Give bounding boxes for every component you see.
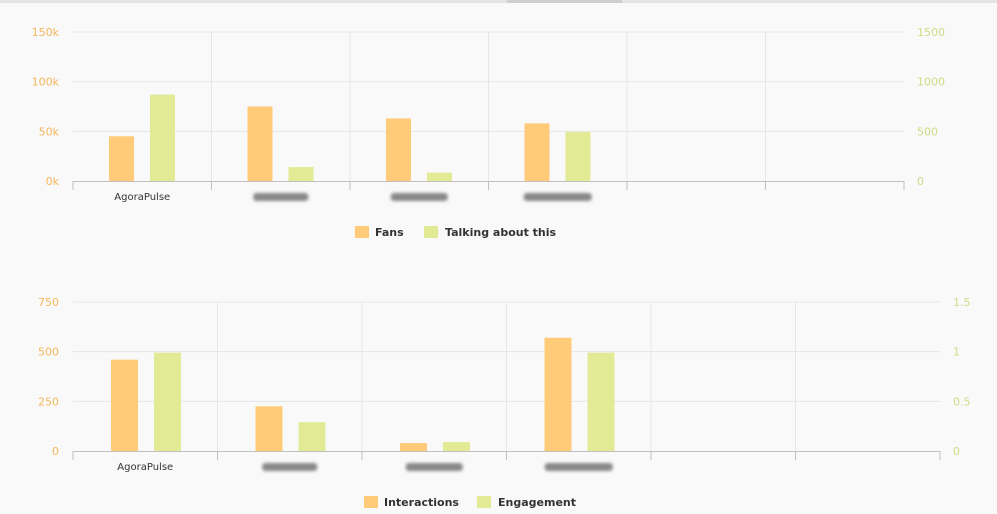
chart2-bar-series1 [400,443,427,451]
chart2-bar-series1 [544,337,572,451]
chart2-y-right-tick-label: 1 [953,346,960,359]
chart1-y-left-tick-label: 0k [46,175,60,188]
chart1-bar-series1 [109,136,134,181]
chart1-y-right-tick-label: 0 [917,175,924,188]
chart1-bar-series1 [247,106,273,181]
chart1-y-right-tick-label: 1500 [917,26,945,39]
chart2-y-right-tick-label: 0 [953,445,960,458]
chart2-x-tick-label: AgoraPulse [117,462,173,473]
chart1-bar-series2 [427,172,452,181]
chart1-legend-swatch[interactable] [424,226,438,238]
chart1-blurred-category-label [390,193,448,201]
chart1-bar-series1 [524,123,550,181]
chart2-bar-series2 [154,352,181,451]
chart1-blurred-category-label [523,193,592,201]
chart2-y-left-tick-label: 750 [38,296,59,309]
chart1-legend-item[interactable]: Fans [375,226,404,239]
chart2-bar-series2 [298,422,326,451]
chart2-legend-swatch[interactable] [477,496,491,508]
chart1-y-left-tick-label: 100k [32,76,60,89]
chart1-legend-swatch[interactable] [355,226,369,238]
chart1-bar-series2 [150,94,175,181]
chart2-y-left-tick-label: 500 [38,346,59,359]
chart2-bar-series1 [111,359,138,451]
chart1-x-tick-label: AgoraPulse [114,192,170,203]
chart1-y-right-tick-label: 500 [917,125,938,138]
chart2-legend-swatch[interactable] [364,496,378,508]
chart1-bar-series1 [386,118,411,181]
chart2-y-left-tick-label: 0 [52,445,59,458]
chart2-blurred-category-label [544,463,613,471]
chart2-bar-series2 [443,442,470,451]
chart1-bar-series2 [565,131,591,181]
chart2-legend-item[interactable]: Interactions [384,496,459,509]
chart2-bar-series2 [587,352,615,451]
chart2-y-left-tick-label: 250 [38,395,59,408]
chart1-y-right-tick-label: 1000 [917,76,945,89]
chart1-y-left-tick-label: 50k [39,125,60,138]
chart1-bar-series2 [288,167,314,181]
chart2-bar-series1 [255,406,283,451]
chart1-legend-item[interactable]: Talking about this [445,226,557,239]
chart2-y-right-tick-label: 0.5 [953,395,971,408]
chart2-legend-item[interactable]: Engagement [498,496,576,509]
chart2-blurred-category-label [262,463,318,471]
chart2-blurred-category-label [405,463,463,471]
top-divider [0,0,997,3]
chart1-blurred-category-label [253,193,309,201]
chart2-y-right-tick-label: 1.5 [953,296,971,309]
chart1-y-left-tick-label: 150k [32,26,60,39]
active-tab-indicator [507,0,622,3]
